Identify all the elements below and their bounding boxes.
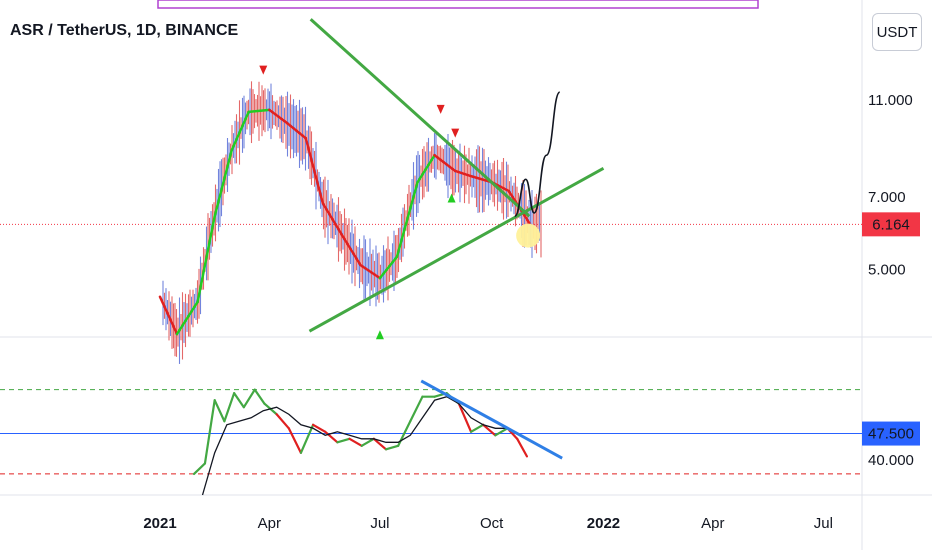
moving-average-segment (395, 180, 419, 259)
descending-trendline (309, 18, 531, 218)
price-tick-label: 5.000 (868, 261, 906, 278)
oscillator-layer (0, 379, 862, 496)
moving-average-segment (321, 201, 345, 239)
moving-average-segment (268, 108, 288, 124)
moving-average-segment (158, 295, 179, 336)
x-tick-label: Apr (701, 515, 724, 532)
buy-signal-marker (447, 193, 456, 203)
moving-average-segment (453, 169, 474, 178)
oscillator-segment (516, 437, 529, 458)
currency-button[interactable]: USDT (872, 13, 922, 51)
moving-average-segment (213, 149, 233, 218)
oscillator-segment (494, 427, 509, 437)
oscillator-value-label: 47.500 (868, 426, 914, 443)
moving-average-segment (433, 154, 457, 173)
oscillator-segment (213, 399, 226, 423)
oscillator-segment (203, 399, 216, 465)
buy-signal-marker (375, 330, 384, 340)
oscillator-segment (482, 423, 497, 437)
oscillator-trendline (420, 379, 563, 460)
x-tick-label: 2021 (143, 515, 176, 532)
moving-average-segment (285, 121, 308, 140)
x-tick-label: Oct (480, 515, 504, 532)
oscillator-segment (299, 423, 315, 454)
ascending-trendline (308, 166, 605, 333)
moving-average-segment (342, 236, 362, 267)
oscillator-segment (192, 462, 207, 476)
sell-signal-marker (436, 104, 445, 114)
oscillator-value-label-bg (862, 421, 920, 446)
oscillator-segment (324, 430, 339, 444)
projected-price-path (513, 91, 561, 218)
price-tick-label: 7.000 (868, 189, 906, 206)
x-tick-label: Apr (258, 515, 281, 532)
price-layer (0, 18, 862, 340)
oscillator-segment (242, 388, 256, 409)
oscillator-segment (457, 402, 473, 433)
moving-average-segment (247, 108, 271, 114)
oscillator-segment (336, 437, 351, 444)
last-price-label-bg (862, 212, 920, 237)
moving-average-segment (175, 300, 199, 336)
oscillator-segment (311, 423, 327, 433)
oscillator-segment (253, 388, 266, 405)
moving-average-segment (378, 255, 399, 280)
x-tick-label: 2022 (587, 515, 620, 532)
price-tick-label: 11.000 (868, 92, 913, 109)
sell-signal-marker (259, 65, 268, 75)
moving-average-segment (304, 136, 325, 205)
oscillator-segment (233, 392, 245, 409)
top-rectangle-drawing (157, 0, 759, 9)
oscillator-tick-label: 40.000 (868, 452, 914, 469)
highlight-circle (516, 223, 541, 248)
oscillator-signal-line (201, 395, 520, 496)
sell-signal-marker (451, 128, 460, 138)
moving-average-segment (230, 110, 250, 152)
oscillator-segment (384, 444, 400, 451)
last-price-label: 6.164 (872, 216, 910, 233)
oscillator-segment (275, 413, 290, 430)
oscillator-segment (409, 395, 424, 423)
oscillator-segment (287, 427, 303, 454)
moving-average-segment (416, 154, 436, 184)
oscillator-segment (348, 437, 363, 447)
x-tick-label: Jul (370, 515, 389, 532)
oscillator-segment (469, 423, 485, 433)
moving-average-segment (359, 263, 382, 280)
oscillator-segment (223, 392, 236, 423)
chart-title: ASR / TetherUS, 1D, BINANCE (10, 22, 239, 39)
oscillator-segment (360, 437, 375, 447)
oscillator-segment (372, 437, 388, 451)
axis-layer: 11.000 7.000 5.000 40.000 6.164 47.500 2021 Apr… (143, 92, 920, 532)
x-tick-label: Jul (814, 515, 833, 532)
moving-average-segment (196, 215, 216, 304)
